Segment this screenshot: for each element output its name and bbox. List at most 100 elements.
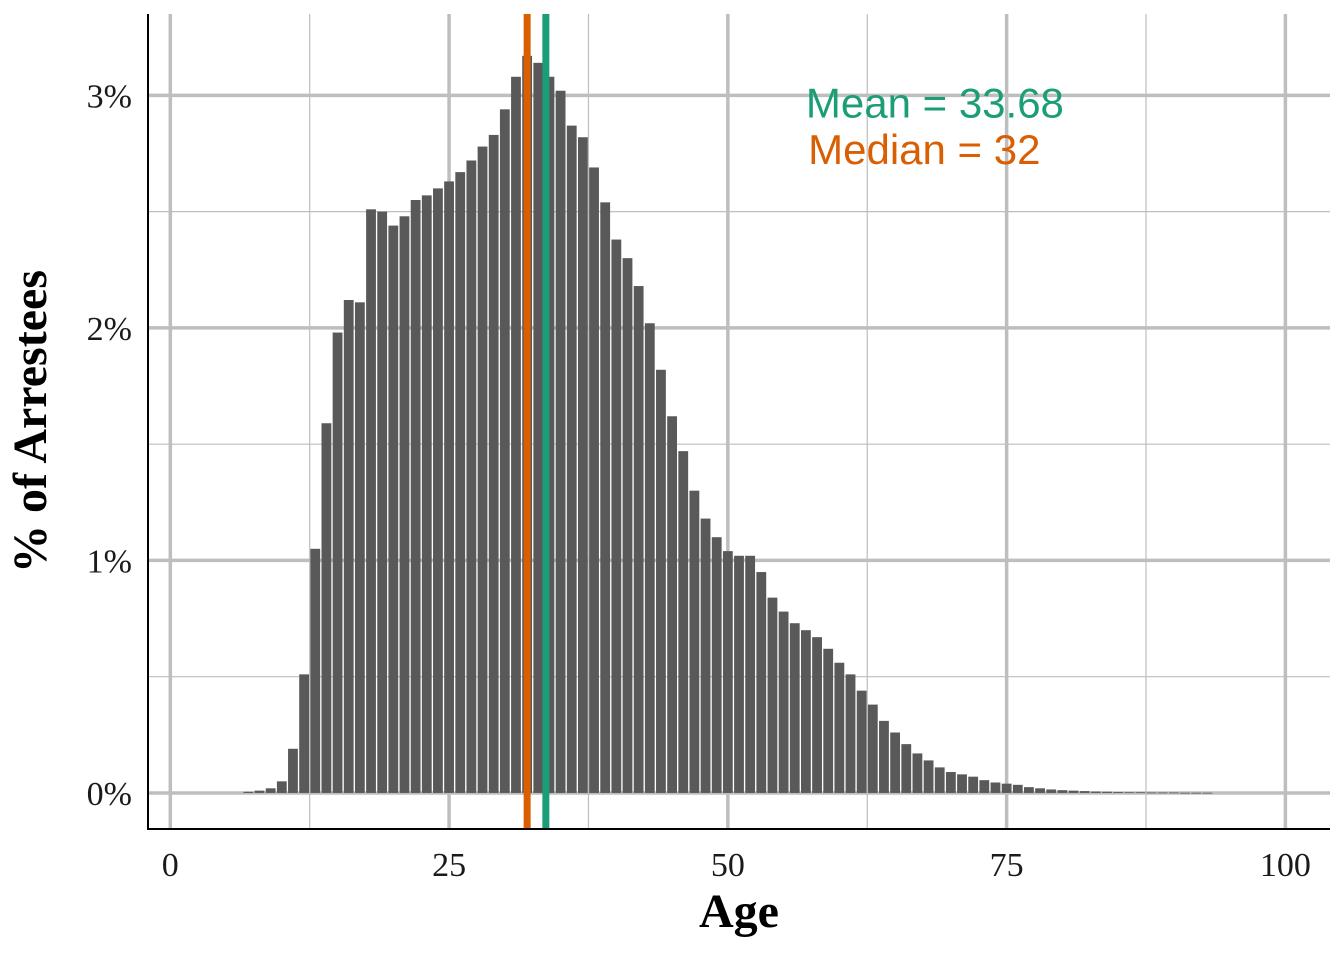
bar — [388, 225, 399, 793]
bar — [488, 134, 499, 793]
bar — [745, 555, 756, 793]
x-axis-title: Age — [699, 885, 779, 938]
bar — [968, 776, 979, 793]
x-tick-label: 0 — [162, 847, 179, 884]
y-tick-label: 1% — [87, 543, 132, 580]
bar — [1079, 791, 1090, 793]
bar — [867, 704, 878, 793]
bar — [589, 167, 599, 793]
bar — [321, 423, 332, 793]
bar — [845, 674, 856, 793]
bar — [288, 748, 298, 793]
bar — [511, 76, 521, 793]
bar — [901, 744, 912, 793]
y-tick-label: 3% — [87, 78, 132, 115]
bar — [265, 788, 276, 793]
bar — [756, 572, 767, 793]
bar — [1035, 788, 1045, 793]
bar — [1001, 783, 1012, 793]
bar — [912, 753, 923, 793]
bar — [276, 781, 287, 793]
bar — [332, 332, 343, 793]
bar — [1135, 792, 1146, 794]
bar — [611, 239, 622, 793]
y-tick-label: 0% — [87, 776, 132, 813]
x-tick-label: 100 — [1260, 847, 1311, 884]
bar — [1124, 792, 1135, 794]
bar — [778, 611, 789, 793]
bar — [890, 732, 901, 793]
bar — [1012, 784, 1023, 793]
bar — [812, 637, 822, 793]
bar — [823, 648, 834, 793]
bar — [1057, 790, 1068, 793]
y-axis-title: % of Arrestees — [4, 270, 57, 573]
x-tick-label: 50 — [711, 847, 745, 884]
bar — [767, 597, 778, 793]
bar — [433, 188, 443, 793]
bar — [533, 62, 544, 793]
bar — [399, 216, 410, 793]
bar — [566, 125, 577, 793]
bar — [834, 662, 845, 793]
bar — [656, 369, 666, 793]
bar — [499, 109, 510, 793]
bar — [689, 490, 700, 793]
bar — [622, 258, 633, 793]
bar — [366, 209, 376, 793]
y-tick-label: 2% — [87, 311, 132, 348]
bar — [410, 200, 421, 793]
bar — [1113, 792, 1124, 793]
bar — [633, 286, 644, 793]
bar — [455, 172, 466, 793]
bar — [421, 195, 432, 793]
mean-annotation: Mean = 33.68 — [806, 79, 1064, 126]
bar — [734, 555, 744, 793]
bar — [678, 451, 689, 793]
bar — [879, 720, 889, 793]
bar — [466, 160, 477, 793]
bar — [1157, 792, 1168, 794]
bar — [1068, 790, 1079, 793]
bar — [934, 767, 945, 793]
bar — [800, 630, 811, 793]
x-tick-label: 25 — [432, 847, 466, 884]
bar — [1046, 789, 1057, 793]
bar — [667, 416, 678, 793]
bar — [243, 791, 254, 793]
bar — [1090, 791, 1101, 793]
bar — [711, 537, 722, 793]
axes — [147, 14, 1330, 830]
bar — [354, 302, 365, 793]
bar — [477, 146, 488, 793]
bar — [700, 518, 711, 793]
median-annotation: Median = 32 — [808, 126, 1040, 173]
bar — [544, 76, 555, 793]
bar — [1024, 787, 1034, 793]
bar — [1202, 792, 1213, 794]
bar — [923, 760, 934, 793]
bar — [377, 211, 388, 793]
bar — [1191, 792, 1202, 794]
bar — [722, 551, 733, 793]
bar — [1168, 792, 1179, 794]
bar — [979, 780, 990, 793]
bar — [444, 181, 454, 793]
bar — [856, 690, 867, 793]
x-tick-label: 75 — [990, 847, 1024, 884]
bar — [310, 548, 321, 793]
bar — [299, 674, 310, 793]
bar — [945, 772, 956, 793]
bar — [1146, 792, 1157, 794]
tick-labels: 0 25 50 75 100 0% 1% 2% 3% — [87, 78, 1311, 884]
bar — [644, 323, 655, 793]
bar — [789, 623, 800, 793]
bar — [555, 90, 566, 793]
bar — [254, 790, 265, 793]
bar — [600, 202, 611, 793]
bar — [577, 137, 588, 793]
reference-lines — [523, 14, 550, 829]
bar — [957, 774, 967, 793]
bar — [1180, 792, 1190, 794]
